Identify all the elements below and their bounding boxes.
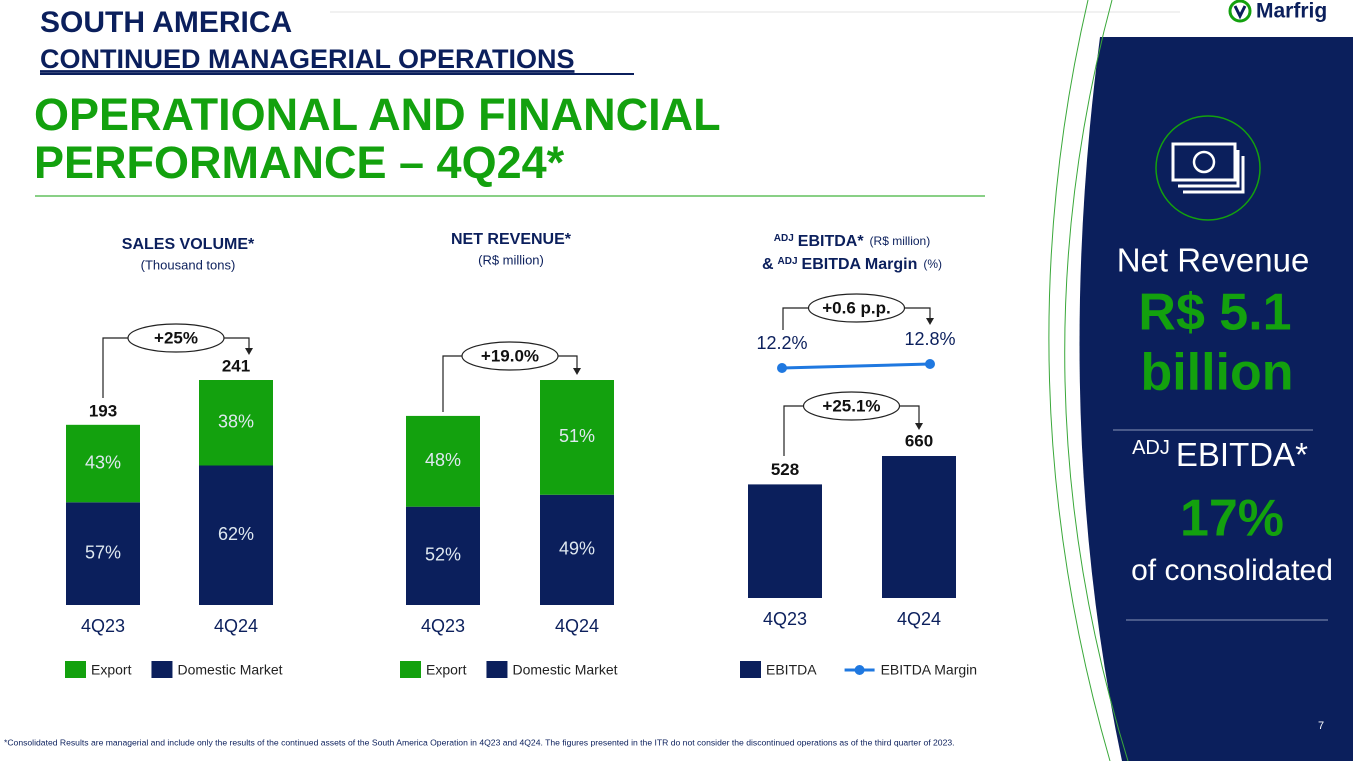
annotation-arrow [573, 368, 581, 375]
legend-swatch [151, 661, 173, 678]
segment-label: 49% [559, 539, 595, 559]
subtitle: CONTINUED MANAGERIAL OPERATIONS [40, 44, 575, 74]
sidebar-label: Net Revenue [1117, 242, 1310, 279]
legend-label: EBITDA [766, 662, 817, 678]
logo-mark [1233, 5, 1247, 20]
icon-bill [1171, 142, 1237, 182]
sidebar-label: ADJ EBITDA* [1132, 436, 1308, 473]
legend-label: Export [91, 662, 132, 678]
deco-curve [1064, 0, 1129, 761]
value-label: 660 [905, 431, 933, 450]
side-panel [1079, 37, 1353, 761]
legend-swatch [740, 661, 761, 678]
bar-segment [66, 424, 140, 503]
legend-label: EBITDA Margin [881, 662, 977, 678]
logo: Marfrig [1228, 0, 1327, 23]
annotation: +0.6 p.p. [822, 298, 891, 317]
chart-subtitle: (R$ million) [478, 252, 544, 267]
total-label: 193 [89, 401, 117, 420]
segment-label: 62% [218, 524, 254, 544]
segment-label: 52% [425, 545, 461, 565]
chart-title: ADJ EBITDA* (R$ million) [774, 233, 930, 251]
bar-segment [406, 415, 480, 507]
line [781, 362, 931, 370]
title-lead: & [762, 256, 774, 273]
annotation-oval [127, 323, 225, 353]
bar [748, 484, 822, 598]
line-marker [925, 359, 935, 370]
bar-segment [540, 380, 614, 495]
chart-title: & ADJ EBITDA Margin (%) [762, 256, 942, 274]
label-prefix: ADJ [1132, 437, 1170, 459]
logo-mark [1228, 0, 1252, 23]
x-tick-label: 4Q23 [81, 616, 125, 636]
annotation-arrow [926, 318, 934, 325]
sidebar-value: billion [1140, 344, 1293, 402]
sidebar-value: 17% [1180, 490, 1284, 548]
legend-swatch [854, 665, 865, 675]
value-label: 528 [771, 460, 799, 479]
legend-label: Domestic Market [177, 662, 282, 678]
sidebar-value: R$ 5.1 [1138, 284, 1291, 342]
line-marker [777, 363, 787, 374]
deco-curve [1048, 0, 1111, 761]
logo-text: Marfrig [1256, 0, 1327, 23]
annotation: +19.0% [481, 346, 539, 365]
legend-swatch [486, 661, 508, 678]
legend-swatch [65, 661, 86, 678]
annotation-oval [802, 391, 901, 421]
line-label: 12.2% [756, 333, 807, 353]
segment-label: 48% [425, 450, 461, 470]
legend-label: Export [426, 662, 467, 678]
x-tick-label: 4Q23 [763, 609, 807, 629]
segment-label: 51% [559, 426, 595, 446]
annotation-oval [461, 341, 559, 371]
segment-label: 43% [85, 452, 121, 472]
annotation: +25.1% [822, 396, 880, 415]
bar-segment [66, 502, 140, 605]
line-label: 12.8% [904, 329, 955, 349]
bar-segment [406, 506, 480, 605]
legend-swatch [400, 661, 421, 678]
label-main: EBITDA* [1176, 436, 1308, 473]
chart-title: NET REVENUE* [451, 231, 572, 248]
chart-subtitle: (Thousand tons) [141, 257, 236, 272]
title-main: EBITDA* [798, 233, 865, 250]
region: SOUTH AMERICA [40, 6, 292, 39]
icon-ring [1155, 115, 1261, 221]
total-label: 241 [222, 356, 250, 375]
annotation-oval [807, 293, 906, 323]
bar-segment [199, 380, 273, 466]
main-title: PERFORMANCE – 4Q24* [34, 137, 565, 188]
x-tick-label: 4Q23 [421, 616, 465, 636]
x-tick-label: 4Q24 [555, 616, 599, 636]
money-icon [1155, 115, 1261, 221]
icon-coin [1192, 150, 1216, 174]
footnote: *Consolidated Results are managerial and… [4, 737, 955, 747]
title-main: EBITDA Margin [802, 256, 918, 273]
annotation: +25% [154, 328, 198, 347]
annotation-arrow [245, 348, 253, 355]
x-tick-label: 4Q24 [897, 609, 941, 629]
title-prefix: ADJ [778, 256, 798, 267]
sidebar-note: of consolidated [1131, 554, 1333, 587]
title-unit: (%) [923, 257, 942, 271]
title-prefix: ADJ [774, 233, 794, 244]
segment-label: 57% [85, 542, 121, 562]
bar-segment [540, 494, 614, 605]
x-tick-label: 4Q24 [214, 616, 258, 636]
annotation-arrow [915, 423, 923, 430]
segment-label: 38% [218, 412, 254, 432]
main-title: OPERATIONAL AND FINANCIAL [34, 89, 721, 140]
bar-segment [199, 465, 273, 605]
chart-title: SALES VOLUME* [122, 236, 255, 253]
title-unit: (R$ million) [870, 234, 931, 248]
bar [882, 456, 956, 598]
icon-bill [1178, 150, 1245, 194]
page-number: 7 [1318, 720, 1324, 732]
legend-label: Domestic Market [512, 662, 617, 678]
